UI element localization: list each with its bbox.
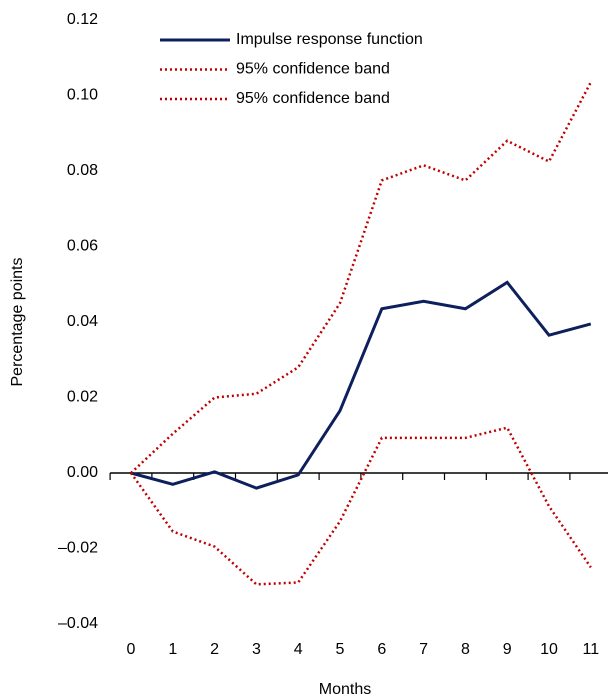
- legend-label: 95% confidence band: [236, 61, 390, 78]
- x-tick-label: 11: [582, 641, 599, 658]
- x-tick-label: 10: [540, 641, 558, 658]
- y-tick-label: –0.04: [58, 615, 98, 632]
- x-tick-label: 6: [377, 641, 386, 658]
- y-tick-label: –0.02: [58, 540, 98, 557]
- series-line: [130, 81, 592, 474]
- x-tick-label: 0: [127, 641, 136, 658]
- y-tick-label: 0.10: [67, 87, 98, 104]
- x-tick-label: 2: [210, 641, 219, 658]
- x-tick-label: 4: [294, 641, 303, 658]
- y-axis-title: Percentage points: [9, 258, 26, 387]
- x-tick-label: 9: [503, 641, 512, 658]
- x-tick-label: 1: [168, 641, 177, 658]
- x-tick-label: 3: [252, 641, 261, 658]
- y-tick-label: 0.12: [67, 11, 98, 28]
- x-tick-label: 5: [336, 641, 345, 658]
- y-tick-label: 0.08: [67, 162, 98, 179]
- y-tick-label: 0.00: [67, 464, 98, 481]
- series-line: [129, 426, 592, 586]
- y-tick-label: 0.02: [67, 389, 98, 406]
- y-tick-label: 0.06: [67, 238, 98, 255]
- legend-label: Impulse response function: [236, 31, 423, 48]
- x-tick-label: 7: [419, 641, 428, 658]
- x-axis-title: Months: [319, 681, 371, 698]
- series-line: [130, 280, 592, 490]
- y-tick-label: 0.04: [67, 313, 98, 330]
- legend-label: 95% confidence band: [236, 90, 390, 107]
- x-tick-label: 8: [461, 641, 470, 658]
